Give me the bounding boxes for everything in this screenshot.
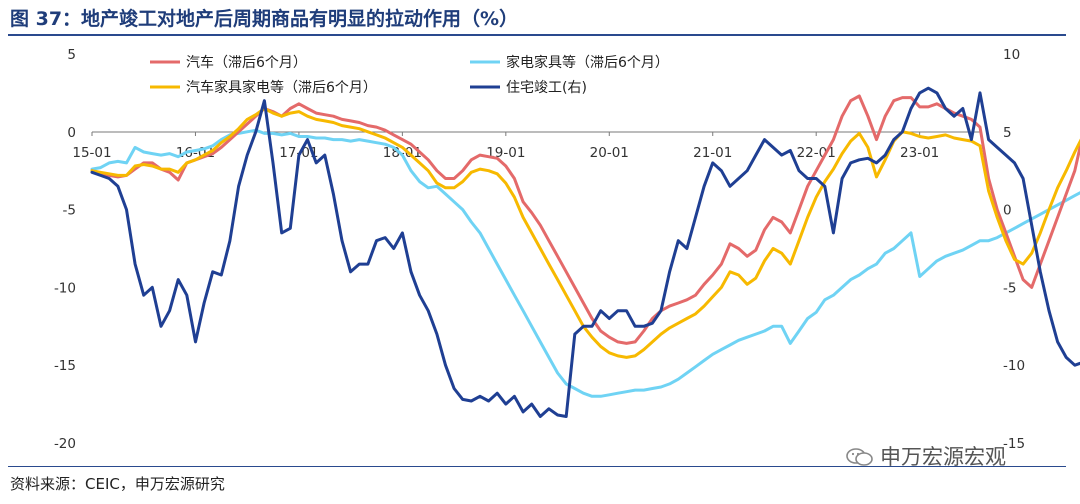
chart-svg: 15-01 16-01 17-01 18-01 19-01 20-01 21-01 22-01…: [54, 47, 1080, 452]
legend-label: 住宅竣工(右): [506, 80, 587, 96]
y-left-tick-label: -20: [54, 436, 76, 452]
series-line-1: [90, 94, 1080, 345]
series-layer: [90, 86, 1080, 418]
series-line-2: [90, 128, 1080, 398]
x-tick-label: 15-01: [72, 145, 111, 161]
x-tick-label: 21-01: [693, 145, 732, 161]
y-left-tick-label: 5: [67, 47, 76, 63]
y-left-tick-label: -10: [54, 280, 76, 296]
y-right-tick-label: -10: [1003, 358, 1025, 374]
y-left-tick-label: -5: [63, 203, 76, 219]
chart-title: 图 37：地产竣工对地产后周期商品有明显的拉动作用（%）: [10, 8, 519, 30]
y-left-tick-label: -15: [54, 358, 76, 374]
x-tick-label: 22-01: [797, 145, 836, 161]
legend: 汽车（滞后6个月） 家电家具等（滞后6个月） 汽车家具家电等（滞后6个月） 住宅竣工(…: [150, 54, 669, 96]
watermark: 申万宏源宏观: [846, 441, 1006, 471]
watermark-text: 申万宏源宏观: [880, 445, 1006, 469]
legend-label: 汽车家具家电等（滞后6个月）: [186, 79, 377, 96]
y-right-tick-label: -5: [1003, 280, 1016, 296]
y-right-tick-label: -15: [1003, 436, 1025, 452]
series-line-3: [90, 107, 1080, 359]
x-tick-label: 23-01: [900, 145, 939, 161]
source-note: 资料来源：CEIC，申万宏源研究: [10, 475, 225, 493]
y-right-tick-label: 5: [1003, 125, 1012, 141]
bottom-divider: [8, 466, 1066, 467]
y-right-tick-label: 0: [1003, 203, 1012, 219]
y-left-tick-label: 0: [67, 125, 76, 141]
y-right-tick-label: 10: [1003, 47, 1020, 63]
x-tick-label: 20-01: [590, 145, 629, 161]
legend-label: 家电家具等（滞后6个月）: [506, 54, 669, 71]
series-line-4: [90, 86, 1080, 418]
legend-label: 汽车（滞后6个月）: [186, 54, 307, 71]
title-divider: [8, 34, 1066, 36]
wechat-icon: [846, 448, 873, 466]
